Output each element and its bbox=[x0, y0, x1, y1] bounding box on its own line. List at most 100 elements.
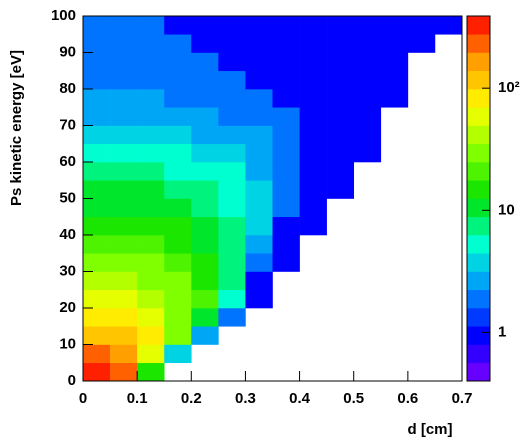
heatmap-cell bbox=[353, 125, 382, 145]
heatmap-cell bbox=[137, 216, 165, 236]
heatmap-cell bbox=[245, 34, 273, 53]
heatmap-cell bbox=[299, 162, 327, 181]
colorbar-band bbox=[467, 52, 490, 72]
heatmap-cell bbox=[353, 107, 382, 126]
heatmap-cell bbox=[326, 162, 355, 181]
heatmap-cell bbox=[272, 198, 300, 218]
heatmap-cell bbox=[272, 70, 300, 90]
heatmap-cell bbox=[380, 70, 409, 90]
heatmap-cell bbox=[83, 70, 111, 90]
heatmap-cell bbox=[218, 143, 246, 163]
colorbar-band bbox=[467, 89, 490, 108]
heatmap-cell bbox=[407, 34, 436, 53]
heatmap-cell bbox=[137, 162, 165, 181]
heatmap-cell bbox=[245, 16, 273, 35]
heatmap-cell bbox=[110, 52, 138, 72]
heatmap-cell bbox=[353, 89, 382, 108]
y-tick-label: 40 bbox=[59, 226, 76, 243]
heatmap-cell bbox=[245, 52, 273, 72]
heatmap-cell bbox=[272, 52, 300, 72]
x-tick-label: 0.7 bbox=[452, 390, 473, 407]
x-tick-label: 0.3 bbox=[235, 390, 256, 407]
heatmap-cell bbox=[299, 16, 327, 35]
colorbar-band bbox=[467, 216, 490, 236]
x-tick-label: 0.1 bbox=[127, 390, 148, 407]
heatmap-cell bbox=[218, 162, 246, 181]
heatmap-cell bbox=[110, 107, 138, 126]
colorbar-frame bbox=[466, 15, 491, 382]
heatmap-cell bbox=[245, 180, 273, 199]
heatmap-cell bbox=[191, 125, 219, 145]
heatmap-cell bbox=[137, 125, 165, 145]
heatmap-cell bbox=[353, 70, 382, 90]
colorbar-tick-label: 10 bbox=[498, 201, 515, 218]
heatmap-cell bbox=[110, 326, 138, 345]
heatmap-cell bbox=[218, 70, 246, 90]
heatmap-cell bbox=[137, 52, 165, 72]
heatmap-cell bbox=[191, 271, 219, 291]
heatmap-cell bbox=[83, 52, 111, 72]
heatmap-cell bbox=[164, 344, 192, 364]
heatmap-cell bbox=[110, 89, 138, 108]
heatmap-cell bbox=[83, 143, 111, 163]
colorbar-band bbox=[467, 70, 490, 90]
heatmap-cell bbox=[218, 235, 246, 254]
heatmap-cell bbox=[137, 34, 165, 53]
heatmap-cell bbox=[137, 362, 165, 382]
heatmap-cell bbox=[191, 180, 219, 199]
heatmap-cell bbox=[218, 180, 246, 199]
heatmap-cell bbox=[83, 289, 111, 309]
heatmap-cell bbox=[218, 125, 246, 145]
heatmap-cell bbox=[191, 70, 219, 90]
heatmap-cell bbox=[272, 180, 300, 199]
heatmap-cell bbox=[218, 52, 246, 72]
heatmap-cell bbox=[191, 308, 219, 327]
heatmap-cell bbox=[272, 162, 300, 181]
y-tick-label: 10 bbox=[59, 335, 76, 352]
heatmap-cell bbox=[272, 235, 300, 254]
heatmap-cell bbox=[164, 216, 192, 236]
heatmap-cell bbox=[218, 107, 246, 126]
heatmap-cell bbox=[272, 34, 300, 53]
heatmap-cell bbox=[110, 271, 138, 291]
heatmap-cell bbox=[83, 362, 111, 382]
colorbar-tick-label: 1 bbox=[498, 323, 506, 340]
heatmap-cell bbox=[137, 16, 165, 35]
heatmap-cell bbox=[191, 16, 219, 35]
heatmap-cell bbox=[83, 34, 111, 53]
heatmap-cell bbox=[299, 143, 327, 163]
heatmap-cell bbox=[245, 143, 273, 163]
colorbar-tick-label: 10² bbox=[498, 79, 520, 96]
heatmap-cell bbox=[380, 34, 409, 53]
heatmap-cell bbox=[272, 253, 300, 272]
heatmap-cell bbox=[353, 143, 382, 163]
heatmap-cell bbox=[434, 16, 463, 35]
heatmap-cell bbox=[164, 271, 192, 291]
heatmap-cell bbox=[245, 235, 273, 254]
heatmap-cell bbox=[326, 34, 355, 53]
colorbar-band bbox=[467, 271, 490, 291]
heatmap-cell bbox=[326, 52, 355, 72]
colorbar-band bbox=[467, 198, 490, 218]
x-tick-label: 0 bbox=[79, 390, 87, 407]
y-tick-label: 0 bbox=[68, 372, 76, 389]
heatmap-cell bbox=[218, 216, 246, 236]
heatmap-cell bbox=[83, 180, 111, 199]
heatmap-cell bbox=[191, 198, 219, 218]
heatmap-cell bbox=[326, 16, 355, 35]
heatmap-cell bbox=[326, 107, 355, 126]
heatmap-cell bbox=[326, 180, 355, 199]
heatmap-cell bbox=[353, 16, 382, 35]
heatmap-cell bbox=[380, 52, 409, 72]
heatmap-cell bbox=[110, 162, 138, 181]
colorbar-band bbox=[467, 16, 490, 35]
y-tick-label: 90 bbox=[59, 43, 76, 60]
heatmap-cell bbox=[137, 253, 165, 272]
heatmap-cell bbox=[110, 198, 138, 218]
heatmap-cell bbox=[218, 16, 246, 35]
heatmap-cell bbox=[164, 308, 192, 327]
heatmap-cell bbox=[191, 107, 219, 126]
heatmap-cell bbox=[137, 70, 165, 90]
colorbar-band bbox=[467, 344, 490, 364]
heatmap-cell bbox=[272, 125, 300, 145]
